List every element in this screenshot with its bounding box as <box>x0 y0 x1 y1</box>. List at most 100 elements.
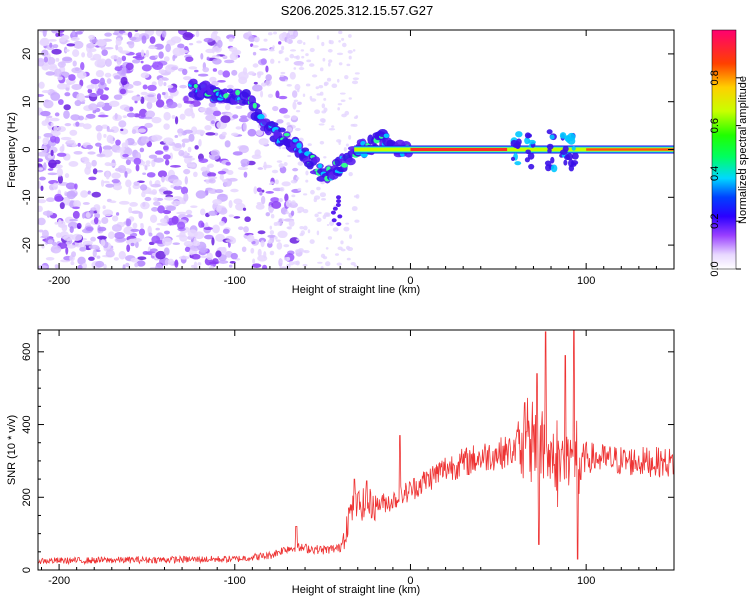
spectrogram-noise-blob <box>65 246 69 255</box>
spectrogram-noise-blob <box>295 260 300 266</box>
spectrogram-ytick-label: -10 <box>21 189 33 205</box>
spectrogram-noise-blob <box>242 207 247 211</box>
spectrogram-noise-blob <box>44 118 49 124</box>
spectrogram-noise-blob <box>86 51 93 59</box>
spectrogram-noise-blob <box>279 266 288 269</box>
spectrogram-noise-blob <box>101 49 108 57</box>
spectrogram-noise-blob <box>108 162 117 167</box>
spectrogram-noise-blob <box>195 129 206 135</box>
spectrogram-noise-blob <box>104 46 114 50</box>
spectrogram-noise-blob <box>88 48 97 53</box>
spectrogram-ridge-lump <box>550 156 555 164</box>
spectrogram-noise-blob <box>151 207 159 212</box>
spectrogram-noise-blob <box>341 37 345 41</box>
colorbar-tick-label: 0.0 <box>709 261 721 276</box>
snr-ylabel: SNR (10 * v/v) <box>6 415 18 485</box>
spectrogram-noise-blob <box>142 84 148 90</box>
spectrogram-noise-blob <box>232 114 239 119</box>
spectrogram-noise-blob <box>202 66 210 73</box>
spectrogram-noise-blob <box>277 230 288 239</box>
spectrogram-noise-blob <box>149 214 158 223</box>
spectrogram-noise-blob <box>279 107 288 114</box>
spectrogram-noise-blob <box>315 86 319 90</box>
spectrogram-noise-blob <box>261 82 267 87</box>
spectrogram-noise-blob <box>164 159 170 166</box>
spectrogram-noise-blob <box>286 32 291 41</box>
spectrogram-noise-blob <box>251 154 262 160</box>
spectrogram-noise-blob <box>141 191 146 198</box>
spectrogram-noise-blob <box>325 261 331 267</box>
spectrogram-noise-blob <box>224 104 231 111</box>
spectrogram-ridge-lump <box>549 134 555 140</box>
spectrogram-ridge-core <box>283 132 290 137</box>
spectrogram-noise-blob <box>80 62 85 71</box>
spectrogram-noise-blob <box>128 207 133 214</box>
spectrogram-noise-blob <box>276 221 281 226</box>
spectrogram-ridge-lump <box>515 131 523 138</box>
spectrogram-noise-blob <box>199 107 207 112</box>
spectrogram-noise-blob <box>263 161 267 171</box>
spectrogram-noise-blob <box>144 196 152 202</box>
spectrogram-noise-blob <box>61 34 70 41</box>
spectrogram-noise-blob <box>211 258 219 265</box>
spectrogram-noise-blob <box>130 257 139 263</box>
spectrogram-noise-blob <box>104 72 112 78</box>
spectrogram-noise-blob <box>148 232 153 237</box>
spectrogram-noise-blob <box>87 88 93 94</box>
spectrogram-noise-blob <box>111 215 119 222</box>
spectrogram-noise-blob <box>153 157 164 163</box>
spectrogram-ridge-core <box>383 133 390 139</box>
spectrogram-noise-blob <box>164 258 169 266</box>
spectrogram-noise-blob <box>210 149 220 157</box>
spectrogram-noise-blob <box>50 149 54 157</box>
spectrogram-noise-blob <box>128 238 137 243</box>
spectrogram-noise-blob <box>86 42 95 49</box>
spectrogram-noise-blob <box>126 218 132 227</box>
spectrogram-noise-blob <box>108 100 120 107</box>
spectrogram-noise-blob <box>182 31 194 41</box>
spectrogram-noise-blob <box>257 167 264 170</box>
spectrogram-noise-blob <box>244 216 251 223</box>
spectrogram-noise-blob <box>226 169 234 176</box>
spectrogram-noise-blob <box>180 186 189 195</box>
spectrogram-ridge-lump <box>527 152 535 160</box>
spectrogram-noise-blob <box>337 103 343 106</box>
spectrogram-noise-blob <box>150 183 162 188</box>
spectrogram-noise-blob <box>186 163 196 168</box>
spectrogram-noise-blob <box>275 239 281 242</box>
spectrogram-noise-blob <box>149 36 156 44</box>
spectrogram-ridge-blob <box>268 122 279 127</box>
spectrogram-noise-blob <box>293 99 299 102</box>
spectrogram-noise-blob <box>328 59 333 63</box>
spectrogram-noise-blob <box>246 234 255 243</box>
spectrogram-noise-blob <box>133 181 140 186</box>
spectrogram-noise-blob <box>275 90 280 99</box>
spectrogram-noise-blob <box>95 39 107 47</box>
spectrogram-noise-blob <box>274 236 278 240</box>
spectrogram-noise-blob <box>97 114 109 118</box>
spectrogram-noise-blob <box>64 173 70 179</box>
spectrogram-noise-blob <box>340 99 346 102</box>
spectrogram-noise-blob <box>322 214 327 220</box>
spectrogram-noise-blob <box>164 196 175 201</box>
spectrogram-noise-blob <box>112 32 119 36</box>
spectrogram-ridge-core <box>296 142 302 149</box>
spectrogram-noise-blob <box>145 160 151 165</box>
spectrogram-noise-blob <box>50 130 61 137</box>
spectrogram-noise-blob <box>184 176 188 185</box>
spectrogram-noise-blob <box>154 54 158 59</box>
spectrogram-noise-blob <box>247 128 257 137</box>
spectrogram-noise-blob <box>70 36 80 42</box>
spectrogram-noise-blob <box>167 258 174 266</box>
spectrogram-ridge <box>187 78 674 227</box>
spectrogram-ridge-blob <box>332 206 338 211</box>
spectrogram-noise-blob <box>230 188 239 193</box>
spectrogram-noise-blob <box>131 210 141 214</box>
spectrogram-noise-blob <box>104 87 110 91</box>
spectrogram-noise-blob <box>228 264 233 268</box>
spectrogram-noise-blob <box>75 121 80 127</box>
spectrogram-noise-blob <box>38 180 41 189</box>
spectrogram-noise-blob <box>139 184 148 191</box>
spectrogram-noise-blob <box>303 42 306 45</box>
